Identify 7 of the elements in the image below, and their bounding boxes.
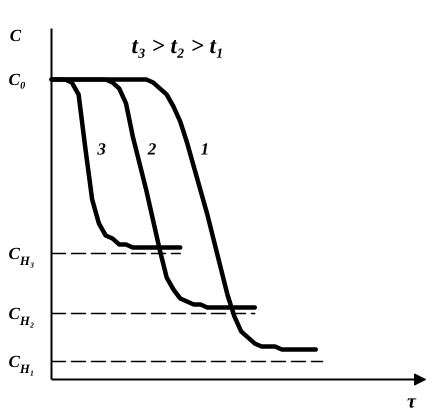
text: C₀: [8, 70, 26, 89]
series-label: 3: [96, 139, 106, 158]
chart-title: t₃ > t₂ > t₁: [132, 33, 224, 58]
y-axis-title: C: [10, 26, 22, 45]
series-label: 1: [200, 139, 210, 158]
series-label: 2: [146, 139, 157, 158]
x-axis-title: τ: [407, 390, 417, 412]
